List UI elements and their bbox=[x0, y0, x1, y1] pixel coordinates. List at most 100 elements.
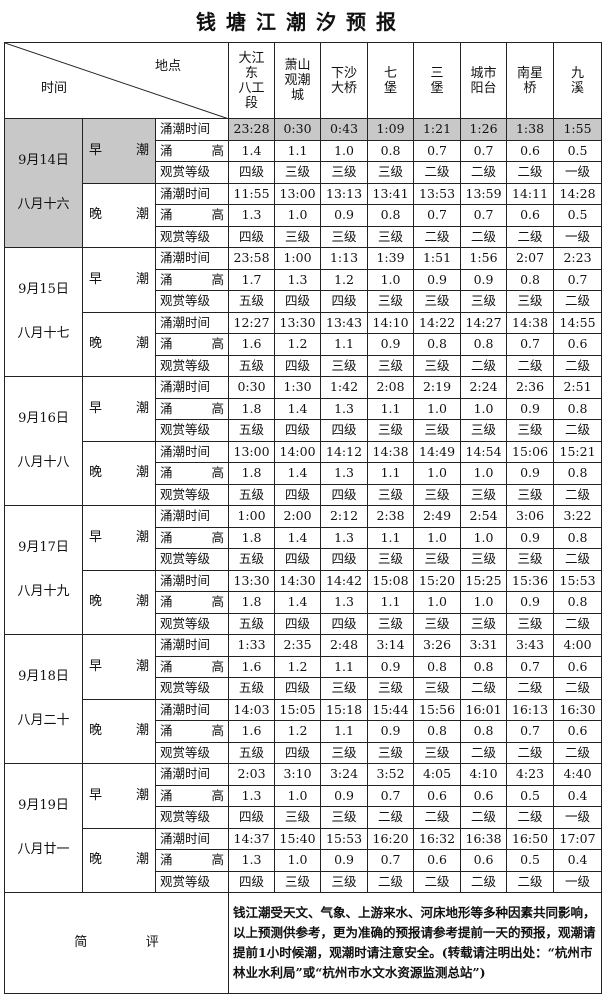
height-value: 1.0 bbox=[274, 784, 322, 807]
grade-value: 三级 bbox=[367, 419, 415, 442]
grade-value: 三级 bbox=[320, 354, 369, 377]
time-value: 2:51 bbox=[553, 376, 602, 399]
row-label-text: 观赏等级 bbox=[160, 615, 211, 631]
grade-value: 四级 bbox=[274, 741, 322, 764]
table-row: 涌高 1.4 1.1 1.0 0.8 0.7 0.7 0.6 0.5 bbox=[5, 139, 602, 162]
time-value: 1:00 bbox=[274, 247, 322, 270]
table-row: 涌高 1.6 1.2 1.1 0.9 0.8 0.8 0.7 0.6 bbox=[5, 720, 602, 743]
row-label: 涌潮时间 bbox=[154, 118, 230, 141]
height-value: 0.9 bbox=[367, 333, 415, 356]
height-value: 1.0 bbox=[460, 526, 508, 549]
height-value: 0.5 bbox=[553, 204, 602, 227]
tide-label-char: 潮 bbox=[135, 400, 149, 416]
place-label: 地点 bbox=[155, 59, 182, 74]
table-row: 晚潮涌潮时间 13:00 14:00 14:12 14:38 14:49 14:54 15:0… bbox=[5, 440, 602, 506]
tide-label-cell: 晚潮 bbox=[82, 440, 156, 506]
time-value: 15:53 bbox=[553, 569, 602, 592]
row-label: 涌潮时间 bbox=[154, 827, 230, 850]
grade-value: 二级 bbox=[367, 806, 415, 829]
time-value: 16:01 bbox=[460, 698, 508, 721]
grade-value: 五级 bbox=[228, 354, 276, 377]
time-value: 2:23 bbox=[553, 247, 602, 270]
location-header: 三 堡 bbox=[413, 42, 462, 119]
height-value: 1.0 bbox=[413, 591, 462, 614]
row-label-text: 高 bbox=[211, 723, 225, 739]
height-value: 0.6 bbox=[553, 655, 602, 678]
height-value: 1.1 bbox=[367, 462, 415, 485]
table-row: 晚潮涌潮时间 14:37 15:40 15:53 16:20 16:32 16:38 16:5… bbox=[5, 827, 602, 893]
time-value: 14:00 bbox=[274, 440, 322, 463]
grade-value: 三级 bbox=[413, 741, 462, 764]
grade-value: 二级 bbox=[460, 741, 508, 764]
tide-label-char: 早 bbox=[89, 142, 103, 158]
grade-value: 四级 bbox=[320, 612, 369, 635]
time-value: 4:40 bbox=[553, 763, 602, 786]
row-label: 涌高 bbox=[154, 268, 230, 291]
row-label-text: 观赏等级 bbox=[160, 228, 211, 244]
tide-label-char: 潮 bbox=[135, 336, 149, 352]
time-value: 13:13 bbox=[320, 182, 369, 205]
row-label: 涌潮时间 bbox=[154, 376, 230, 399]
height-value: 0.7 bbox=[460, 204, 508, 227]
time-value: 14:38 bbox=[506, 311, 555, 334]
grade-value: 三级 bbox=[367, 354, 415, 377]
row-label-text: 观赏等级 bbox=[160, 422, 211, 438]
grade-value: 二级 bbox=[553, 483, 602, 506]
table-row: 观赏等级 五级 四级 四级 三级 三级 三级 三级 二级 bbox=[5, 548, 602, 571]
time-value: 1:30 bbox=[274, 376, 322, 399]
tide-label-cell: 晚潮 bbox=[82, 311, 156, 377]
time-value: 11:55 bbox=[228, 182, 276, 205]
height-value: 0.8 bbox=[553, 397, 602, 420]
row-label: 涌潮时间 bbox=[154, 569, 230, 592]
table-row: 观赏等级 五级 四级 四级 三级 三级 三级 三级 二级 bbox=[5, 419, 602, 442]
row-label-text: 涌 bbox=[160, 852, 173, 868]
height-value: 1.0 bbox=[274, 849, 322, 872]
grade-value: 二级 bbox=[553, 290, 602, 313]
time-value: 16:20 bbox=[367, 827, 415, 850]
height-value: 0.7 bbox=[553, 268, 602, 291]
row-label: 涌潮时间 bbox=[154, 763, 230, 786]
grade-value: 三级 bbox=[413, 419, 462, 442]
grade-value: 四级 bbox=[320, 419, 369, 442]
tide-label-char: 潮 bbox=[135, 465, 149, 481]
date-cell: 9月14日 八月十六 bbox=[4, 118, 83, 248]
grade-value: 四级 bbox=[320, 483, 369, 506]
time-value: 14:30 bbox=[274, 569, 322, 592]
tide-label-cell: 晚潮 bbox=[82, 698, 156, 764]
row-label-text: 涌潮时间 bbox=[160, 572, 211, 588]
grade-value: 三级 bbox=[506, 548, 555, 571]
row-label: 涌高 bbox=[154, 526, 230, 549]
grade-value: 三级 bbox=[506, 612, 555, 635]
table-row: 涌高 1.8 1.4 1.3 1.1 1.0 1.0 0.9 0.8 bbox=[5, 397, 602, 420]
row-label: 观赏等级 bbox=[154, 548, 230, 571]
time-value: 2:54 bbox=[460, 505, 508, 528]
time-value: 3:26 bbox=[413, 634, 462, 657]
table-row: 涌高 1.3 1.0 0.9 0.8 0.7 0.7 0.6 0.5 bbox=[5, 204, 602, 227]
height-value: 1.0 bbox=[460, 397, 508, 420]
row-label-text: 高 bbox=[211, 465, 225, 481]
location-header: 城市 阳台 bbox=[460, 42, 508, 119]
grade-value: 三级 bbox=[413, 677, 462, 700]
height-value: 0.6 bbox=[413, 849, 462, 872]
height-value: 0.7 bbox=[506, 333, 555, 356]
row-label: 涌高 bbox=[154, 462, 230, 485]
height-value: 0.7 bbox=[413, 204, 462, 227]
row-label: 观赏等级 bbox=[154, 741, 230, 764]
time-value: 4:10 bbox=[460, 763, 508, 786]
time-value: 3:14 bbox=[367, 634, 415, 657]
time-value: 15:21 bbox=[553, 440, 602, 463]
date-cell: 9月17日 八月十九 bbox=[4, 505, 83, 635]
solar-date: 9月14日 bbox=[18, 153, 69, 168]
grade-value: 二级 bbox=[413, 806, 462, 829]
time-value: 15:25 bbox=[460, 569, 508, 592]
tide-label: 早潮 bbox=[84, 272, 155, 287]
row-label-text: 观赏等级 bbox=[160, 744, 211, 760]
tide-label-char: 潮 bbox=[135, 852, 149, 868]
row-label-text: 涌潮时间 bbox=[160, 508, 211, 524]
table-row: 涌高 1.3 1.0 0.9 0.7 0.6 0.6 0.5 0.4 bbox=[5, 784, 602, 807]
height-value: 1.1 bbox=[320, 720, 369, 743]
grade-value: 四级 bbox=[274, 677, 322, 700]
height-value: 1.4 bbox=[274, 397, 322, 420]
grade-value: 五级 bbox=[228, 290, 276, 313]
time-value: 13:30 bbox=[228, 569, 276, 592]
